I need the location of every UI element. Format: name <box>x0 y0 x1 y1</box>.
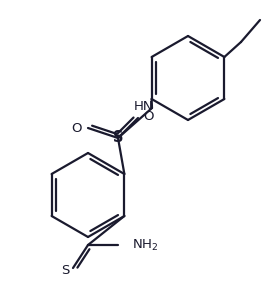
Text: NH$_2$: NH$_2$ <box>132 237 159 253</box>
Text: S: S <box>61 264 69 276</box>
Text: S: S <box>113 130 123 145</box>
Text: O: O <box>143 111 153 124</box>
Text: O: O <box>72 122 82 135</box>
Text: HN: HN <box>134 101 154 113</box>
